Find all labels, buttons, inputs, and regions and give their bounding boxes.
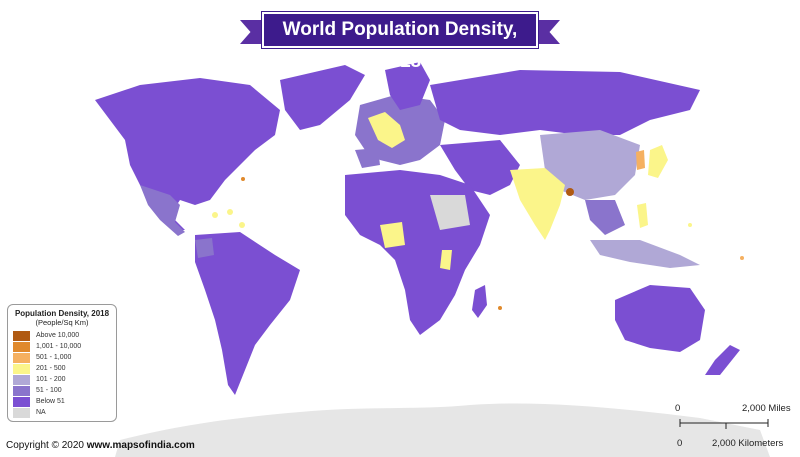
greenland-region [280, 65, 365, 130]
madagascar-region [472, 285, 487, 318]
legend-label: 201 - 500 [36, 365, 66, 372]
legend-item: 201 - 500 [13, 363, 111, 374]
sudan-region [430, 195, 470, 230]
legend-label: 101 - 200 [36, 376, 66, 383]
scale-bar-lines [679, 419, 769, 429]
legend-swatch [13, 352, 30, 363]
legend-label: 501 - 1,000 [36, 354, 72, 361]
japan-region [648, 145, 668, 178]
legend-title: Population Density, 2018 [14, 309, 110, 318]
indonesia-region [590, 240, 700, 268]
scale-miles-end: 2,000 Miles [742, 403, 791, 414]
caribbean-marker [239, 222, 245, 228]
uganda-region [440, 250, 452, 270]
mauritius-marker [498, 306, 502, 310]
copyright-site-link[interactable]: www.mapsofindia.com [86, 440, 195, 451]
legend: Population Density, 2018 (People/Sq Km) … [7, 304, 117, 422]
legend-item: 1,001 - 10,000 [13, 341, 111, 352]
bangladesh-marker [566, 188, 574, 196]
antarctica-region [115, 403, 770, 457]
central-america-region [140, 185, 185, 236]
copyright-prefix: Copyright © 2020 [6, 440, 84, 451]
legend-item: Below 51 [13, 396, 111, 407]
scale-km-end: 2,000 Kilometers [712, 438, 784, 449]
legend-swatch [13, 396, 30, 407]
north-america-region [95, 78, 280, 230]
legend-label: NA [36, 409, 46, 416]
legend-item: 101 - 200 [13, 374, 111, 385]
china-region [540, 130, 640, 200]
legend-swatch [13, 385, 30, 396]
legend-swatch [13, 341, 30, 352]
scale-km-start: 0 [677, 438, 683, 449]
copyright: Copyright © 2020 www.mapsofindia.com [6, 440, 195, 451]
caribbean-marker [212, 212, 218, 218]
legend-item: 501 - 1,000 [13, 352, 111, 363]
legend-subtitle: (People/Sq Km) [35, 318, 89, 327]
africa-region [345, 170, 490, 335]
scandinavia-region [385, 62, 430, 110]
bermuda-marker [241, 177, 245, 181]
legend-label: Above 10,000 [36, 332, 80, 339]
russia-region [430, 70, 700, 135]
central-asia-region [440, 140, 520, 195]
scale-miles-start: 0 [675, 403, 681, 414]
pacific-marker [688, 223, 692, 227]
legend-rows: Above 10,000 1,001 - 10,000 501 - 1,000 201… [13, 330, 111, 418]
ecuador-region [195, 238, 214, 258]
title-banner: World Population Density, 2018 [240, 10, 560, 72]
southeast-asia-region [585, 200, 625, 235]
legend-swatch [13, 407, 30, 418]
philippines-region [637, 203, 648, 228]
nigeria-region [380, 222, 405, 248]
legend-swatch [13, 330, 30, 341]
map-title: World Population Density, 2018 [262, 12, 538, 72]
south-america-region [195, 232, 300, 395]
india-region [510, 168, 565, 240]
western-europe-region [368, 112, 405, 148]
spain-region [355, 148, 380, 168]
legend-swatch [13, 374, 30, 385]
legend-item: Above 10,000 [13, 330, 111, 341]
korea-region [636, 150, 645, 170]
australia-region [615, 285, 705, 352]
legend-label: Below 51 [36, 398, 65, 405]
legend-swatch [13, 363, 30, 374]
caribbean-marker [227, 209, 233, 215]
scale-bar: 0 2,000 Miles 0 2,000 Kilometers [666, 398, 796, 454]
pacific-marker [740, 256, 744, 260]
legend-item: 51 - 100 [13, 385, 111, 396]
legend-label: 51 - 100 [36, 387, 62, 394]
legend-item: NA [13, 407, 111, 418]
legend-label: 1,001 - 10,000 [36, 343, 82, 350]
new-zealand-region [705, 345, 740, 375]
